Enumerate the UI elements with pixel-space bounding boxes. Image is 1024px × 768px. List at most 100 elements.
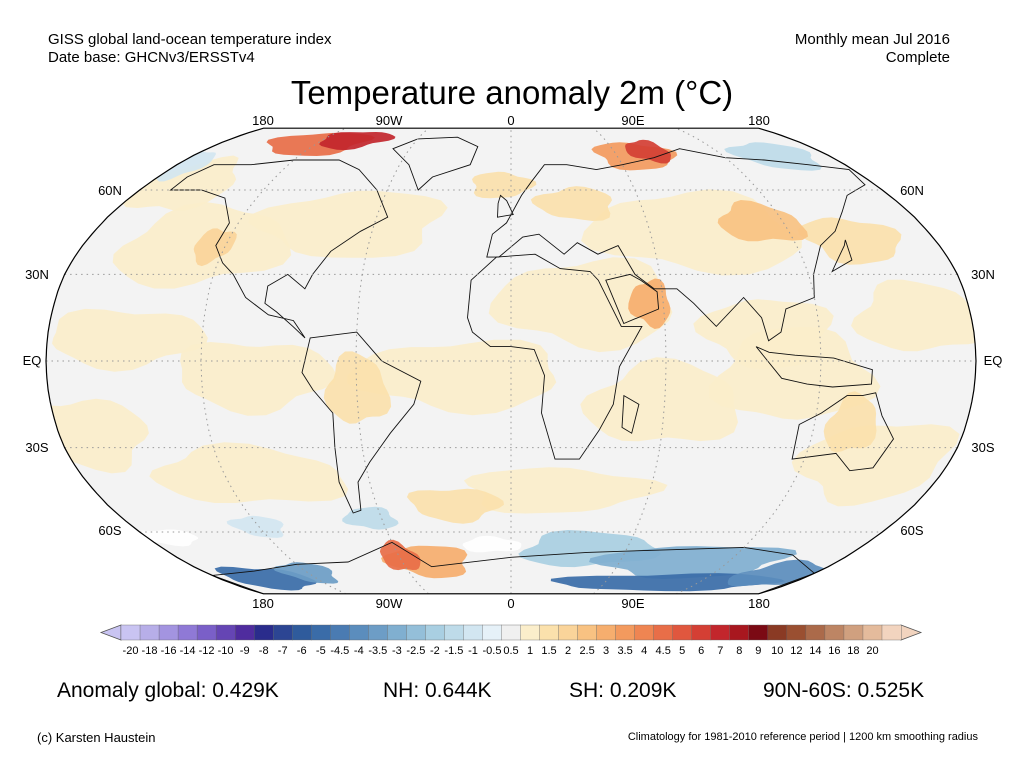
colorbar-swatch <box>425 624 445 641</box>
anomaly-region <box>180 342 337 416</box>
lat-label: 60S <box>98 523 121 538</box>
anomaly-region <box>797 217 902 265</box>
colorbar-swatch <box>215 624 236 641</box>
colorbar-tick-label: -3.5 <box>368 645 387 657</box>
colorbar-swatch <box>881 624 902 641</box>
colorbar-swatch <box>253 624 274 641</box>
colorbar-tick-label: -10 <box>218 645 234 657</box>
colorbar-tick-label: -4 <box>354 645 364 657</box>
header-right: Monthly mean Jul 2016 Complete <box>795 31 950 67</box>
lon-label: 90W <box>376 113 403 128</box>
anomaly-region <box>319 132 396 151</box>
lon-label: 0 <box>507 113 514 128</box>
dataset-label: GISS global land-ocean temperature index <box>48 31 332 48</box>
colorbar-tick-label: 7 <box>717 645 723 657</box>
continent-north-america <box>169 159 389 339</box>
colorbar-swatch <box>805 624 826 641</box>
colorbar-swatch <box>862 624 883 641</box>
anomaly-region <box>248 190 448 258</box>
colorbar-tick-label: 4.5 <box>656 645 671 657</box>
continent-greenland <box>392 136 479 191</box>
continent-madagascar <box>621 394 640 434</box>
colorbar-swatch <box>292 624 312 641</box>
colorbar-tick-label: -3 <box>392 645 402 657</box>
lat-label: 30S <box>971 440 994 455</box>
colorbar-swatch <box>311 624 331 641</box>
continent-africa <box>467 253 643 460</box>
anomaly-region <box>52 308 208 372</box>
colorbar-tick-label: -0.5 <box>483 645 502 657</box>
colorbar-swatch <box>558 624 579 641</box>
colorbar-swatch <box>539 624 560 641</box>
lon-labels-bottom: 180 90W 0 90E 180 <box>252 596 770 611</box>
continent-south-america <box>301 331 422 514</box>
stat-polar: 90N-60S: 0.525K <box>763 679 925 702</box>
colorbar-tick-label: -16 <box>161 645 177 657</box>
lon-label: 180 <box>252 596 274 611</box>
colorbar-tick-label: -18 <box>142 645 158 657</box>
colorbar-swatch <box>520 624 541 641</box>
colorbar-tick-label: -8 <box>259 645 269 657</box>
colorbar-swatch <box>691 624 712 641</box>
colorbar-swatch <box>234 624 255 641</box>
colorbar-tick-label: -14 <box>180 645 196 657</box>
lat-labels-right: 60N 30N EQ 30S 60S <box>900 183 1002 538</box>
colorbar: -20 -18 -16 -14 -12 -10 -9 -8 -7 -6 -5 -4.5 -4 -3.5 -3… <box>99 624 923 657</box>
lat-label: 60N <box>900 183 924 198</box>
colorbar-swatch <box>273 624 293 641</box>
continent-japan <box>831 239 853 273</box>
stat-global: Anomaly global: 0.429K <box>57 679 279 702</box>
colorbar-swatch <box>748 624 769 641</box>
colorbar-swatch <box>158 624 179 641</box>
lon-label: 90E <box>621 596 644 611</box>
graticule <box>46 128 976 594</box>
lon-label: 180 <box>748 113 770 128</box>
climatology-note: Climatology for 1981-2010 reference peri… <box>627 731 978 743</box>
stat-sh: SH: 0.209K <box>569 679 677 702</box>
lon-label: 0 <box>507 596 514 611</box>
anomaly-region <box>717 200 808 242</box>
header-left: GISS global land-ocean temperature index… <box>48 31 332 67</box>
lat-label: 60S <box>900 523 923 538</box>
lat-label: 30S <box>25 440 48 455</box>
colorbar-swatch <box>406 624 426 641</box>
colorbar-tick-label: 8 <box>736 645 742 657</box>
continent-europe-asia <box>486 148 866 342</box>
colorbar-swatch <box>368 624 388 641</box>
lon-labels-top: 180 90W 0 90E 180 <box>252 113 770 128</box>
colorbar-tick-label: 14 <box>809 645 821 657</box>
continent-australia <box>791 392 895 472</box>
lon-label: 90E <box>621 113 644 128</box>
colorbar-tick-label: 3.5 <box>617 645 632 657</box>
colorbar-swatch <box>786 624 807 641</box>
colorbar-swatch <box>577 624 598 641</box>
anomaly-region <box>472 171 537 199</box>
anomaly-region <box>851 279 976 352</box>
lat-label: 60N <box>98 183 122 198</box>
colorbar-swatch <box>634 624 655 641</box>
colorbar-swatch <box>672 624 693 641</box>
continent-indonesia <box>755 346 873 388</box>
anomaly-region <box>625 139 671 164</box>
colorbar-tick-label: 9 <box>755 645 761 657</box>
colorbar-tick-label: 0.5 <box>503 645 518 657</box>
anomaly-region <box>347 339 557 416</box>
colorbar-tick-label: -20 <box>123 645 139 657</box>
lat-label: 30N <box>25 267 49 282</box>
continent-antarctica <box>212 541 816 594</box>
colorbar-tick-label: -2.5 <box>406 645 425 657</box>
anomaly-region <box>550 573 786 592</box>
colorbar-swatch <box>653 624 674 641</box>
anomaly-region <box>628 278 671 329</box>
colorbar-max-arrow <box>900 624 923 641</box>
colorbar-tick-label: -1.5 <box>444 645 463 657</box>
colorbar-tick-label: -4.5 <box>330 645 349 657</box>
colorbar-swatch <box>767 624 788 641</box>
lat-label: 30N <box>971 267 995 282</box>
colorbar-swatch <box>710 624 731 641</box>
anomaly-region <box>488 257 673 353</box>
anomaly-region <box>149 442 349 503</box>
anomaly-region <box>193 228 237 267</box>
colorbar-tick-label: 20 <box>866 645 878 657</box>
colorbar-swatch <box>330 624 350 641</box>
